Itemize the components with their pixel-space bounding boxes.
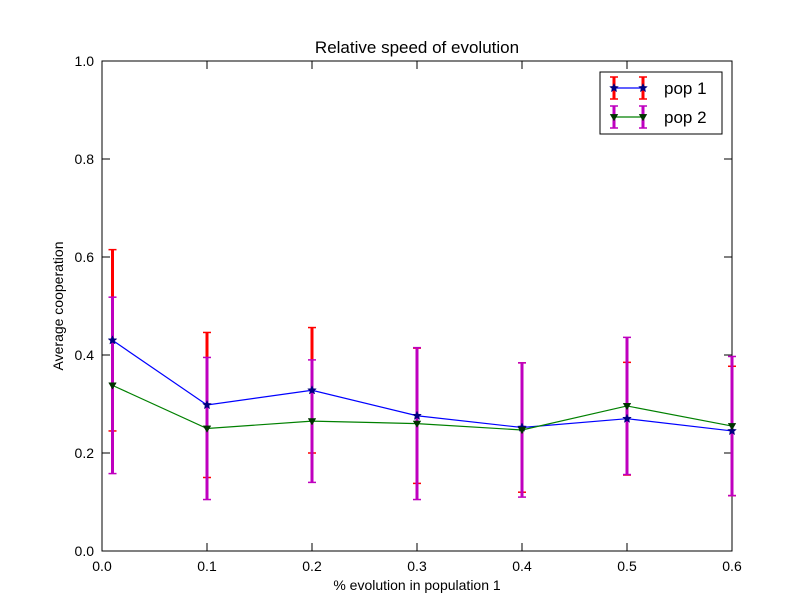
legend-entry-1-marker [609,82,619,93]
x-tick-label: 0.4 [512,558,532,574]
series-1-point [727,425,737,436]
y-tick-label: 0.8 [75,151,95,167]
legend-entry-2-marker [638,114,648,122]
series-2-point [202,425,212,433]
legend-entry-1-label: pop 1 [664,79,707,98]
y-axis-label: Average cooperation [50,242,66,371]
x-tick-label: 0.3 [407,558,427,574]
x-tick-label: 0.0 [92,558,112,574]
series-2-point [727,423,737,431]
series-1-point [307,385,317,395]
axis-tick-labels: 0.0 0.1 0.2 0.3 0.4 0.5 0.6 0.0 0.2 0.4 0.6 0.8 1.0 [75,53,742,574]
series-1-point [107,335,118,345]
legend-entries: pop 1 pop 2 [609,76,707,129]
y-tick-label: 1.0 [75,53,95,69]
legend: pop 1 pop 2 [599,71,723,135]
y-tick-label: 0.6 [75,249,95,265]
series-1-point [202,399,212,410]
series-2-point [412,420,422,428]
x-tick-label: 0.5 [617,558,637,574]
series-2-point [108,382,117,390]
legend-entry-1: pop 1 [609,76,707,100]
legend-entry-1-marker [638,82,648,93]
y-tick-label: 0.4 [75,347,95,363]
legend-entry-2-marker [609,114,619,122]
x-tick-label: 0.6 [722,558,742,574]
error-bars [108,248,736,501]
series-markers [107,335,737,436]
y-tick-label: 0.0 [75,543,95,559]
legend-entry-2: pop 2 [609,105,707,129]
y-tick-label: 0.2 [75,445,95,461]
series-2-point [622,403,632,411]
x-axis-label: % evolution in population 1 [333,577,501,593]
x-tick-label: 0.2 [302,558,322,574]
plot-area: 0.0 0.1 0.2 0.3 0.4 0.5 0.6 0.0 0.2 0.4 0.6 0.8 1.0 [75,53,742,574]
series-1-point [622,413,632,423]
series-2-point [517,427,527,435]
series-1-point [412,410,422,420]
legend-entry-2-label: pop 2 [664,108,707,127]
chart-title: Relative speed of evolution [315,38,519,57]
legend-box [599,71,723,135]
x-tick-label: 0.1 [197,558,217,574]
series-2-point [307,418,317,426]
axis-ticks [101,60,733,552]
